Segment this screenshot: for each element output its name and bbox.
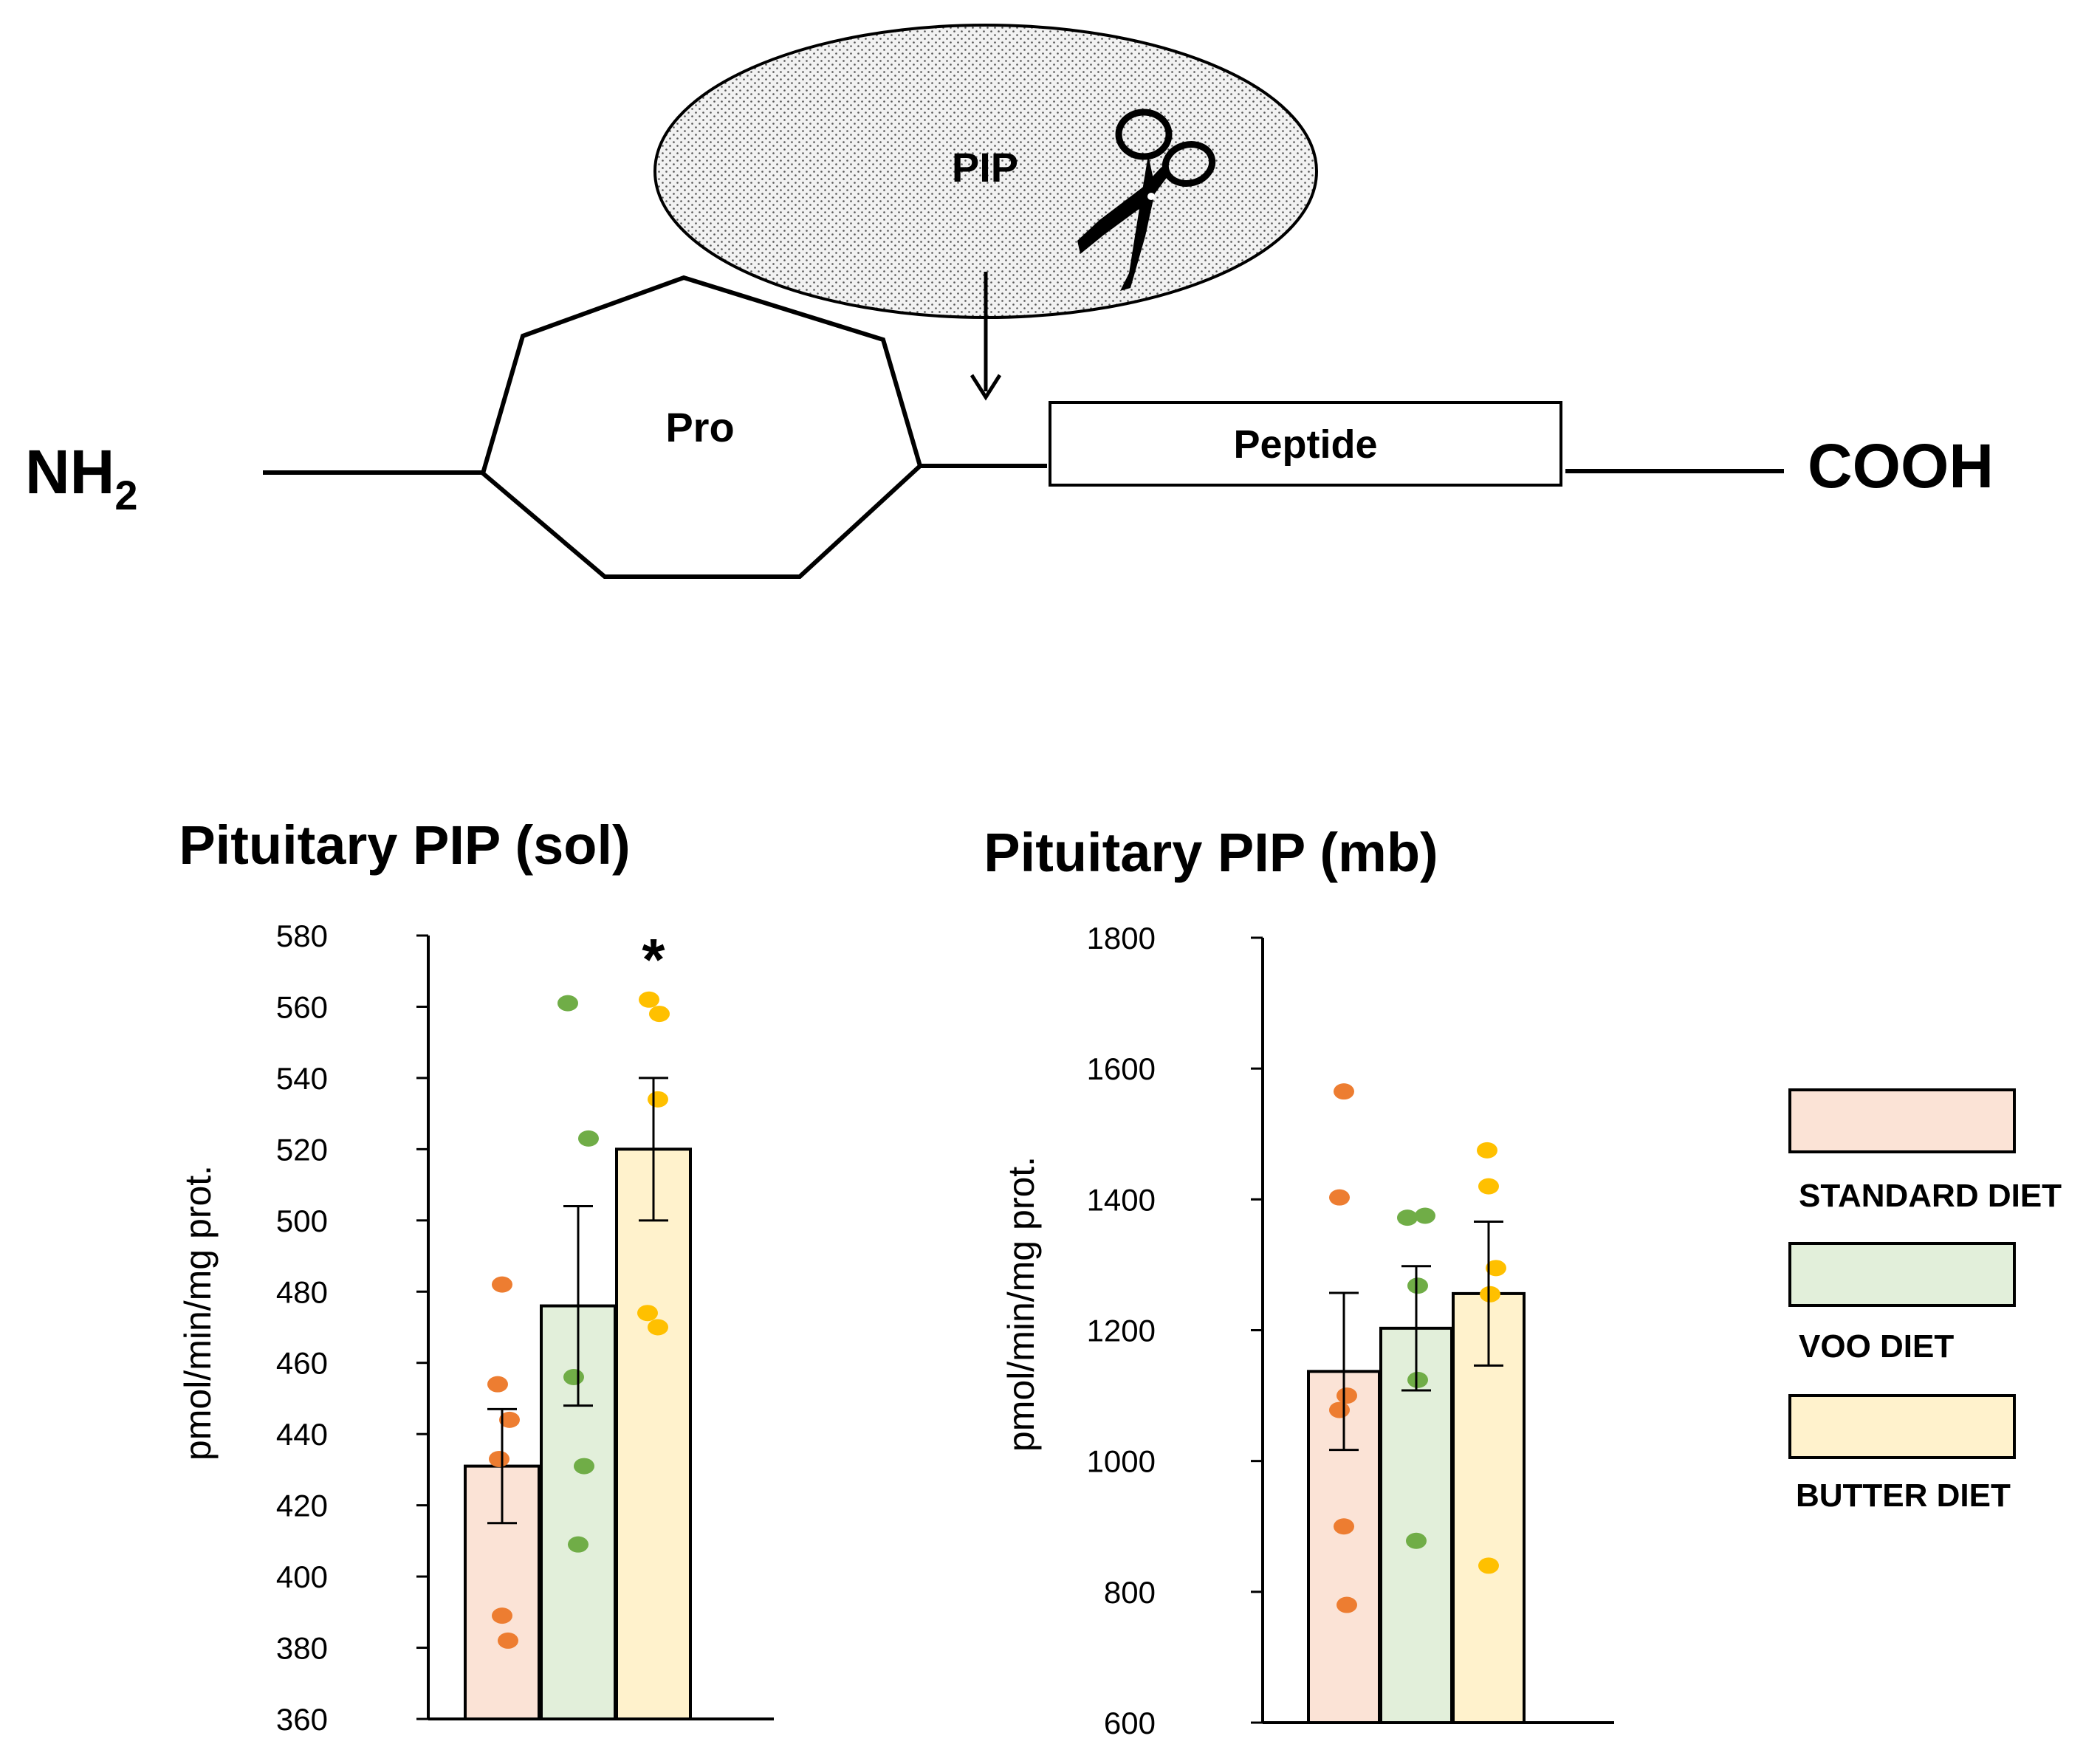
legend: STANDARD DIET VOO DIET BUTTER DIET bbox=[1788, 1088, 2062, 1514]
bar-butter bbox=[615, 1147, 692, 1720]
data-point bbox=[1415, 1207, 1435, 1224]
error-bar bbox=[1329, 1291, 1359, 1452]
data-point bbox=[1477, 1142, 1497, 1159]
y-tick-label: 500 bbox=[276, 1204, 328, 1238]
error-bar bbox=[1474, 1220, 1503, 1367]
data-point bbox=[1329, 1189, 1350, 1206]
y-tick-label: 360 bbox=[276, 1702, 328, 1737]
chart1-ylabel: pmol/min/mg prot. bbox=[177, 1165, 219, 1461]
data-point bbox=[489, 1450, 509, 1467]
data-point bbox=[1336, 1387, 1357, 1404]
y-tick-label: 420 bbox=[276, 1489, 328, 1523]
significance-star: * bbox=[642, 927, 665, 992]
data-point bbox=[1480, 1286, 1500, 1303]
error-bar bbox=[1401, 1265, 1431, 1392]
chart-pituitary-pip-sol: Pituitary PIP (sol) pmol/min/mg prot. 36… bbox=[177, 814, 774, 1737]
y-tick-label: 580 bbox=[276, 919, 328, 953]
y-tick-label: 480 bbox=[276, 1274, 328, 1309]
data-point bbox=[1397, 1209, 1418, 1226]
y-tick-label: 400 bbox=[276, 1559, 328, 1594]
y-tick-label: 1800 bbox=[1087, 921, 1156, 955]
chart1-title: Pituitary PIP (sol) bbox=[179, 814, 630, 876]
legend-swatch-voo bbox=[1788, 1242, 2016, 1307]
data-point bbox=[1478, 1178, 1499, 1195]
data-point bbox=[649, 1006, 670, 1023]
data-point bbox=[557, 995, 578, 1012]
peptide-label: Peptide bbox=[1233, 422, 1377, 467]
data-point bbox=[1478, 1557, 1499, 1574]
n-terminus-label: NH2 bbox=[25, 437, 137, 518]
error-bar bbox=[563, 1205, 593, 1407]
data-point bbox=[492, 1607, 512, 1624]
error-bar bbox=[487, 1407, 517, 1525]
y-tick-label: 1400 bbox=[1087, 1182, 1156, 1217]
data-point bbox=[648, 1091, 668, 1108]
data-point bbox=[563, 1369, 584, 1386]
legend-label-butter: BUTTER DIET bbox=[1796, 1478, 2011, 1514]
y-tick-label: 1600 bbox=[1087, 1051, 1156, 1086]
y-tick-label: 380 bbox=[276, 1631, 328, 1666]
protein-diagram: Pro Peptide NH2 COOH PIP bbox=[25, 24, 1994, 579]
pip-label: PIP bbox=[952, 144, 1018, 191]
data-point bbox=[498, 1632, 518, 1649]
chart2-ylabel: pmol/min/mg prot. bbox=[1001, 1156, 1042, 1452]
data-point bbox=[1334, 1518, 1354, 1535]
y-tick-label: 1000 bbox=[1087, 1444, 1156, 1479]
legend-label-standard: STANDARD DIET bbox=[1799, 1178, 2062, 1214]
data-point bbox=[1486, 1260, 1506, 1277]
data-point bbox=[574, 1458, 594, 1475]
error-bar bbox=[639, 1077, 668, 1222]
y-tick-label: 520 bbox=[276, 1132, 328, 1167]
data-point bbox=[1329, 1401, 1350, 1418]
y-tick-label: 800 bbox=[1104, 1575, 1156, 1610]
chart2-title: Pituitary PIP (mb) bbox=[984, 822, 1438, 883]
y-tick-label: 460 bbox=[276, 1346, 328, 1381]
legend-label-voo: VOO DIET bbox=[1799, 1328, 1954, 1365]
y-tick-label: 560 bbox=[276, 989, 328, 1024]
c-terminus-label: COOH bbox=[1808, 431, 1994, 501]
data-point bbox=[1407, 1277, 1428, 1294]
y-tick-label: 440 bbox=[276, 1417, 328, 1452]
data-point bbox=[1334, 1083, 1354, 1100]
y-tick-label: 1200 bbox=[1087, 1314, 1156, 1348]
data-point bbox=[648, 1319, 668, 1336]
legend-swatch-standard bbox=[1788, 1088, 2016, 1153]
data-point bbox=[1407, 1371, 1428, 1388]
pro-label: Pro bbox=[665, 404, 734, 450]
data-point bbox=[639, 991, 659, 1008]
data-point bbox=[578, 1130, 599, 1147]
scissors-icon bbox=[1077, 109, 1216, 291]
y-tick-label: 540 bbox=[276, 1061, 328, 1096]
chart-pituitary-pip-mb: Pituitary PIP (mb) pmol/min/mg prot. 600… bbox=[984, 822, 1614, 1740]
data-point bbox=[499, 1411, 520, 1428]
data-point bbox=[637, 1305, 658, 1322]
peptide-box bbox=[1049, 401, 1562, 487]
legend-swatch-butter bbox=[1788, 1394, 2016, 1459]
data-point bbox=[1336, 1596, 1357, 1613]
data-point bbox=[492, 1276, 512, 1293]
y-tick-label: 600 bbox=[1104, 1706, 1156, 1740]
data-point bbox=[1406, 1532, 1427, 1549]
data-point bbox=[568, 1536, 589, 1553]
cleavage-arrow bbox=[970, 272, 1002, 401]
pro-domain-heptagon bbox=[480, 275, 923, 579]
data-point bbox=[487, 1376, 508, 1393]
